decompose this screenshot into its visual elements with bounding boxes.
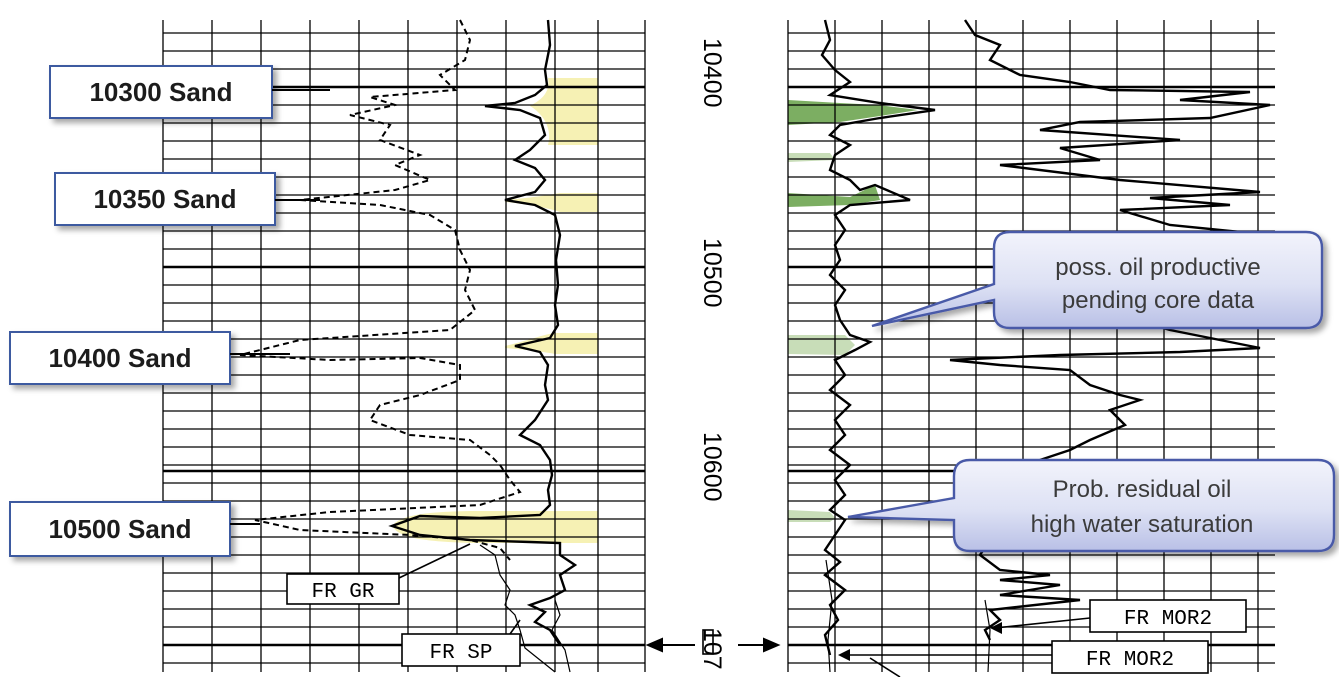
curve-label-gr-text: FR GR — [311, 581, 374, 604]
curve-label-sp: FR SP — [401, 619, 521, 667]
sand-label-10300: 10300 Sand — [49, 65, 273, 119]
curve-label-mor2-b: FR MOR2 — [838, 640, 1209, 677]
callout-residual-oil: Prob. residual oil high water saturation — [847, 458, 1336, 553]
sand-label-10350-text: 10350 Sand — [93, 184, 236, 214]
left-track-fills — [392, 78, 598, 543]
sand-fill-10350 — [505, 193, 598, 212]
spontaneous-potential-curve — [239, 19, 522, 561]
depth-scale: 10400 10500 10600 107 — [698, 38, 726, 670]
right-track-heavy-lines — [788, 85, 1275, 647]
sand-label-10500: 10500 Sand — [9, 501, 231, 557]
depth-label-10600: 10600 — [698, 432, 726, 502]
callout-oil-productive: poss. oil productive pending core data — [871, 230, 1324, 330]
sand-fill-10300 — [530, 78, 598, 145]
sand-label-10400-text: 10400 Sand — [48, 343, 191, 373]
right-log-track — [787, 19, 1275, 673]
sand-label-10400: 10400 Sand — [9, 331, 231, 385]
deep-resistivity-curve — [820, 19, 936, 656]
callout-oil-productive-line1: poss. oil productive — [1055, 254, 1260, 281]
shallow-resistivity-curve — [949, 19, 1271, 641]
right-track-fills — [788, 100, 918, 522]
callout-residual-oil-line1: Prob. residual oil — [1053, 476, 1232, 503]
curve-label-gr: FR GR — [286, 543, 471, 605]
curve-label-mor2-b-text: FR MOR2 — [1086, 649, 1174, 672]
resistivity-fill-10300 — [788, 100, 918, 125]
callout-residual-oil-line2: high water saturation — [1031, 511, 1254, 538]
depth-marker — [645, 629, 781, 655]
depth-label-10500: 10500 — [698, 238, 726, 308]
curve-label-mor2-a: FR MOR2 — [990, 599, 1247, 634]
sp-fine-curve — [479, 544, 571, 673]
callout-oil-productive-line2: pending core data — [1062, 287, 1255, 314]
resistivity-fill-light-10300 — [788, 153, 835, 162]
curve-label-mor2-a-text: FR MOR2 — [1124, 608, 1212, 631]
sand-label-10500-text: 10500 Sand — [48, 514, 191, 544]
sand-label-10300-text: 10300 Sand — [89, 77, 232, 107]
mor2-trace — [825, 559, 991, 673]
gamma-ray-curve — [388, 19, 578, 646]
resistivity-fill-10500 — [788, 510, 835, 522]
resistivity-fill-10350 — [788, 185, 880, 207]
left-log-track — [162, 19, 646, 673]
depth-label-10400: 10400 — [698, 38, 726, 108]
sand-label-10350: 10350 Sand — [54, 172, 276, 226]
curve-label-sp-text: FR SP — [429, 642, 492, 665]
left-track-heavy-lines — [163, 85, 645, 647]
left-track-grid — [162, 20, 646, 672]
resistivity-fill-10400 — [788, 335, 855, 355]
